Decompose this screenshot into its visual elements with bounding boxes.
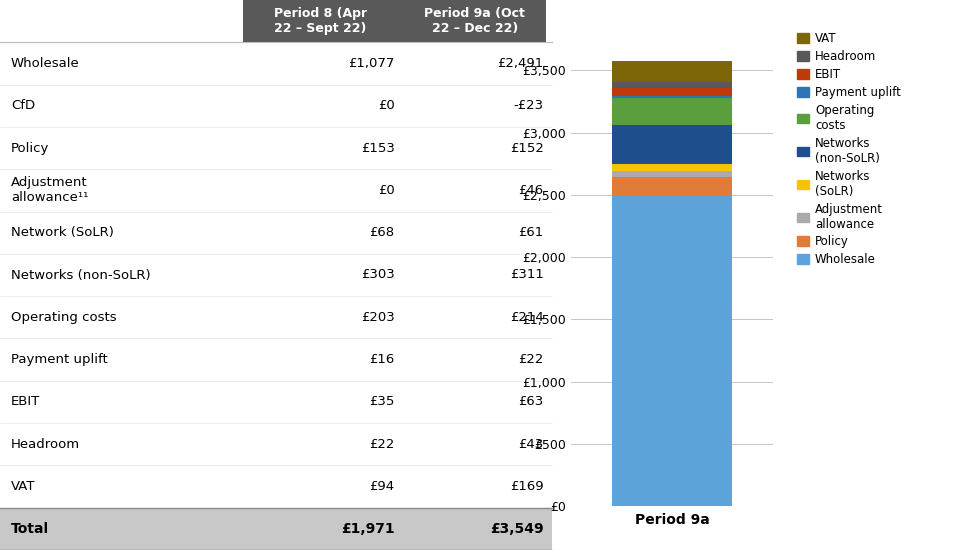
Text: Policy: Policy	[12, 141, 49, 155]
Text: Period 9a (Oct
22 – Dec 22): Period 9a (Oct 22 – Dec 22)	[424, 7, 525, 35]
Text: £214: £214	[510, 311, 543, 324]
Text: £16: £16	[370, 353, 395, 366]
Text: £152: £152	[510, 141, 543, 155]
Legend: VAT, Headroom, EBIT, Payment uplift, Operating
costs, Networks
(non-SoLR), Netwo: VAT, Headroom, EBIT, Payment uplift, Ope…	[795, 30, 903, 269]
Text: £46: £46	[518, 184, 543, 197]
Text: £63: £63	[518, 395, 543, 409]
Text: EBIT: EBIT	[12, 395, 40, 409]
Text: Networks (non-SoLR): Networks (non-SoLR)	[12, 268, 151, 282]
Text: CfD: CfD	[12, 99, 36, 112]
Text: Total: Total	[12, 522, 49, 536]
Text: £0: £0	[378, 99, 395, 112]
Text: £0: £0	[378, 184, 395, 197]
Text: £153: £153	[361, 141, 395, 155]
Text: £203: £203	[361, 311, 395, 324]
Text: Period 8 (Apr
22 – Sept 22): Period 8 (Apr 22 – Sept 22)	[274, 7, 367, 35]
Text: £43: £43	[518, 438, 543, 451]
Text: VAT: VAT	[12, 480, 36, 493]
Bar	[612, 82, 732, 88]
Bar	[612, 62, 732, 82]
Bar	[612, 96, 732, 98]
Bar	[612, 164, 732, 171]
Bar	[612, 88, 732, 96]
Text: £169: £169	[510, 480, 543, 493]
Bar	[612, 171, 732, 177]
Text: £1,077: £1,077	[348, 57, 395, 70]
Bar	[612, 125, 732, 164]
Text: £22: £22	[370, 438, 395, 451]
Text: £311: £311	[510, 268, 543, 282]
Bar	[612, 98, 732, 125]
Text: Adjustment
allowance¹¹: Adjustment allowance¹¹	[12, 177, 88, 205]
Text: £68: £68	[370, 226, 395, 239]
Text: £303: £303	[361, 268, 395, 282]
Text: £1,971: £1,971	[341, 522, 395, 536]
Text: £35: £35	[370, 395, 395, 409]
Bar	[612, 196, 732, 506]
Bar	[612, 177, 732, 196]
Text: Network (SoLR): Network (SoLR)	[12, 226, 114, 239]
Text: £61: £61	[518, 226, 543, 239]
Text: -£23: -£23	[514, 99, 543, 112]
Text: Payment uplift: Payment uplift	[12, 353, 108, 366]
Text: £94: £94	[370, 480, 395, 493]
Text: £22: £22	[518, 353, 543, 366]
Text: Wholesale: Wholesale	[12, 57, 80, 70]
FancyBboxPatch shape	[0, 508, 552, 550]
Text: £3,549: £3,549	[491, 522, 543, 536]
Text: £2,491: £2,491	[497, 57, 543, 70]
Text: Headroom: Headroom	[12, 438, 81, 451]
FancyBboxPatch shape	[243, 0, 546, 42]
Text: Operating costs: Operating costs	[12, 311, 117, 324]
